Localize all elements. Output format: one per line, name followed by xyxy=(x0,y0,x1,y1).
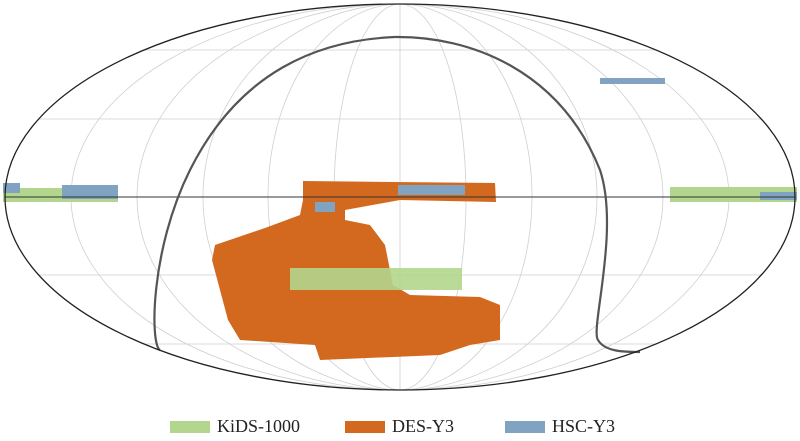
legend-label: DES-Y3 xyxy=(392,416,454,436)
legend-label: KiDS-1000 xyxy=(217,416,300,436)
legend: KiDS-1000 DES-Y3 HSC-Y3 xyxy=(170,416,615,436)
hsc-footprint xyxy=(398,185,465,195)
kids-footprint xyxy=(290,268,462,290)
hsc-footprint xyxy=(600,78,665,84)
galactic-plane xyxy=(153,35,641,354)
map-border xyxy=(4,3,796,391)
hsc-footprint xyxy=(315,202,335,212)
legend-swatch xyxy=(345,421,385,433)
hsc-footprint xyxy=(3,183,20,193)
legend-label: HSC-Y3 xyxy=(552,416,615,436)
legend-swatch xyxy=(505,421,545,433)
legend-swatch xyxy=(170,421,210,433)
hsc-footprint xyxy=(760,192,797,200)
hsc-footprint xyxy=(62,185,118,199)
footprints xyxy=(3,78,797,360)
